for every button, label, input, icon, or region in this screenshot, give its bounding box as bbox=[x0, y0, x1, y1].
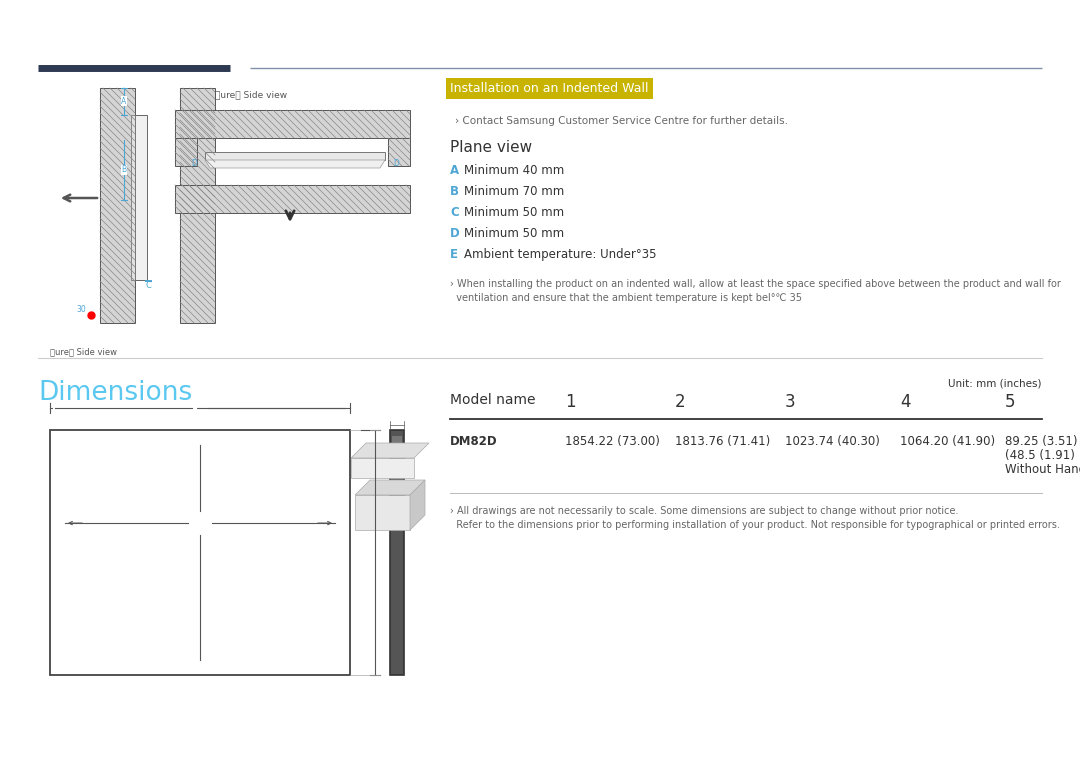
Text: Minimum 40 mm: Minimum 40 mm bbox=[464, 164, 564, 177]
Bar bbox=[175, 138, 197, 166]
Text: Model name: Model name bbox=[450, 393, 536, 407]
Text: C: C bbox=[145, 281, 151, 289]
Bar bbox=[50, 430, 350, 675]
Text: 5: 5 bbox=[1005, 393, 1015, 411]
Text: A: A bbox=[450, 164, 459, 177]
Text: Dimensions: Dimensions bbox=[38, 380, 192, 406]
Bar bbox=[100, 88, 135, 323]
Text: 3: 3 bbox=[785, 393, 796, 411]
Polygon shape bbox=[355, 480, 426, 495]
Text: 1023.74 (40.30): 1023.74 (40.30) bbox=[785, 435, 880, 448]
Text: ventilation and ensure that the ambient temperature is kept bel°℃ 35: ventilation and ensure that the ambient … bbox=[450, 293, 802, 303]
Bar bbox=[131, 115, 135, 280]
Text: E: E bbox=[450, 248, 458, 261]
Text: D: D bbox=[393, 159, 399, 168]
Bar bbox=[390, 430, 404, 675]
Text: 30: 30 bbox=[77, 305, 86, 314]
Text: Minimum 50 mm: Minimum 50 mm bbox=[464, 206, 564, 219]
Polygon shape bbox=[355, 495, 410, 530]
Text: 4: 4 bbox=[900, 393, 910, 411]
Polygon shape bbox=[410, 480, 426, 530]
Text: Ambient temperature: Under°35: Ambient temperature: Under°35 bbox=[464, 248, 657, 261]
Text: Without Handle): Without Handle) bbox=[1005, 463, 1080, 476]
Text: 図ure図 Side view: 図ure図 Side view bbox=[215, 90, 287, 99]
Bar bbox=[135, 115, 147, 280]
Text: (48.5 (1.91): (48.5 (1.91) bbox=[1005, 449, 1075, 462]
Polygon shape bbox=[351, 443, 429, 458]
Text: 1813.76 (71.41): 1813.76 (71.41) bbox=[675, 435, 770, 448]
Text: 1: 1 bbox=[565, 393, 576, 411]
Text: Refer to the dimensions prior to performing installation of your product. Not re: Refer to the dimensions prior to perform… bbox=[450, 520, 1059, 530]
Text: B: B bbox=[121, 166, 126, 175]
Text: 1854.22 (73.00): 1854.22 (73.00) bbox=[565, 435, 660, 448]
Polygon shape bbox=[205, 160, 384, 168]
Text: Installation on an Indented Wall: Installation on an Indented Wall bbox=[450, 82, 648, 95]
Bar bbox=[388, 138, 410, 166]
Text: DM82D: DM82D bbox=[450, 435, 498, 448]
Text: D: D bbox=[191, 159, 197, 168]
Bar bbox=[175, 110, 410, 138]
Bar bbox=[392, 436, 402, 448]
Text: 2: 2 bbox=[675, 393, 686, 411]
Bar bbox=[175, 185, 410, 213]
Text: › When installing the product on an indented wall, allow at least the space spec: › When installing the product on an inde… bbox=[450, 279, 1061, 289]
Text: B: B bbox=[450, 185, 459, 198]
Text: Minimum 70 mm: Minimum 70 mm bbox=[464, 185, 564, 198]
Text: Unit: mm (inches): Unit: mm (inches) bbox=[948, 378, 1042, 388]
Polygon shape bbox=[351, 458, 414, 478]
Text: A: A bbox=[121, 96, 126, 105]
Bar bbox=[205, 152, 384, 160]
Bar bbox=[180, 88, 215, 323]
Text: › All drawings are not necessarily to scale. Some dimensions are subject to chan: › All drawings are not necessarily to sc… bbox=[450, 506, 959, 516]
Text: › Contact Samsung Customer Service Centre for further details.: › Contact Samsung Customer Service Centr… bbox=[455, 116, 788, 126]
Text: Plane view: Plane view bbox=[450, 140, 532, 155]
Text: 89.25 (3.51): 89.25 (3.51) bbox=[1005, 435, 1078, 448]
Text: Minimum 50 mm: Minimum 50 mm bbox=[464, 227, 564, 240]
Text: C: C bbox=[450, 206, 459, 219]
Text: 図ure図 Side view: 図ure図 Side view bbox=[50, 347, 117, 356]
Text: 1064.20 (41.90): 1064.20 (41.90) bbox=[900, 435, 995, 448]
Text: D: D bbox=[450, 227, 460, 240]
